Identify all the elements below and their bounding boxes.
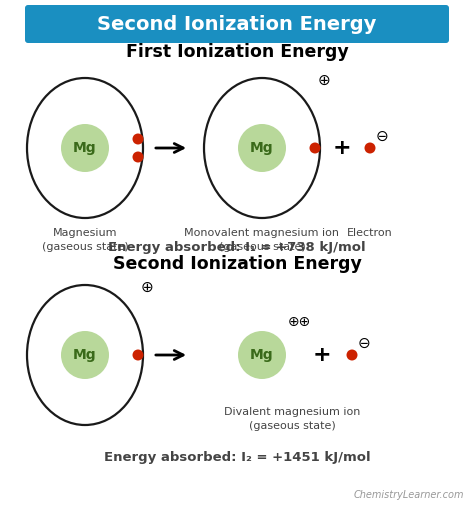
Text: ChemistryLearner.com: ChemistryLearner.com xyxy=(354,490,464,500)
Text: ⊕: ⊕ xyxy=(318,73,330,87)
Text: Energy absorbed: I₂ = +1451 kJ/mol: Energy absorbed: I₂ = +1451 kJ/mol xyxy=(104,451,370,465)
Text: ⊖: ⊖ xyxy=(357,335,370,350)
Text: Energy absorbed: I₁ = +738 kJ/mol: Energy absorbed: I₁ = +738 kJ/mol xyxy=(108,241,366,255)
Circle shape xyxy=(133,349,144,361)
Circle shape xyxy=(238,124,286,172)
Circle shape xyxy=(61,331,109,379)
Text: Divalent magnesium ion
(gaseous state): Divalent magnesium ion (gaseous state) xyxy=(224,407,360,431)
Text: First Ionization Energy: First Ionization Energy xyxy=(126,43,348,61)
Circle shape xyxy=(61,124,109,172)
Text: Second Ionization Energy: Second Ionization Energy xyxy=(112,255,362,273)
Circle shape xyxy=(133,152,144,163)
Text: ⊕: ⊕ xyxy=(141,279,154,294)
Text: +: + xyxy=(333,138,351,158)
Text: Second Ionization Energy: Second Ionization Energy xyxy=(97,15,377,33)
Circle shape xyxy=(346,349,357,361)
Circle shape xyxy=(238,331,286,379)
Text: Monovalent magnesium ion
(gaseous state): Monovalent magnesium ion (gaseous state) xyxy=(184,228,339,252)
Text: Electron: Electron xyxy=(347,228,393,238)
Text: Magnesium
(gaseous state): Magnesium (gaseous state) xyxy=(42,228,128,252)
Text: ⊕⊕: ⊕⊕ xyxy=(288,315,311,329)
Text: Mg: Mg xyxy=(250,141,274,155)
FancyBboxPatch shape xyxy=(25,5,449,43)
Text: ⊖: ⊖ xyxy=(375,128,388,143)
Text: Mg: Mg xyxy=(73,348,97,362)
Circle shape xyxy=(133,133,144,144)
Text: +: + xyxy=(313,345,331,365)
Text: Mg: Mg xyxy=(73,141,97,155)
Circle shape xyxy=(310,142,320,154)
Text: Mg: Mg xyxy=(250,348,274,362)
Circle shape xyxy=(365,142,375,154)
